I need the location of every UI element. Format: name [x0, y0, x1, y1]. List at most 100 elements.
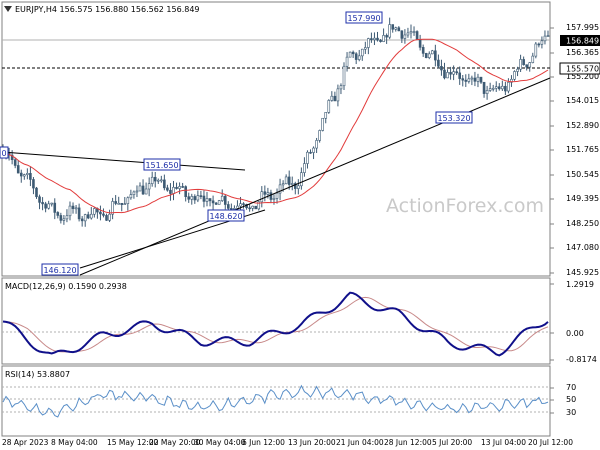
candle-body	[446, 72, 449, 79]
candle-body	[184, 186, 187, 197]
candle-body	[485, 90, 489, 94]
y-tick-label: 147.080	[566, 243, 599, 252]
candle-body	[53, 202, 57, 213]
candle-body	[379, 39, 382, 42]
macd-panel-label: MACD(12,26,9) 0.1590 0.2938	[5, 282, 127, 291]
candle-body	[367, 38, 370, 48]
candle-body	[227, 204, 230, 209]
candle-body	[129, 194, 133, 199]
candle-body	[327, 100, 331, 113]
y-tick-label: 156.365	[566, 48, 599, 57]
candle-body	[324, 112, 328, 119]
candle-body	[160, 179, 163, 182]
candle-body	[251, 205, 254, 209]
candle-body	[120, 202, 124, 205]
candle-body	[333, 95, 337, 102]
candle-body	[10, 154, 14, 161]
x-tick-label: 28 Apr 2023	[2, 438, 49, 447]
candle-body	[339, 85, 343, 90]
annotation-153320-label: 153.320	[437, 114, 470, 123]
candle-body	[360, 48, 364, 57]
x-tick-label: 20 Jul 12:00	[528, 438, 573, 447]
candle-body	[534, 43, 538, 57]
candle-body	[242, 203, 245, 205]
candle-body	[68, 205, 72, 217]
candle-body	[166, 187, 169, 191]
candle-body	[516, 68, 519, 72]
x-tick-label: 13 Jun 20:00	[288, 438, 336, 447]
candle-body	[543, 35, 547, 42]
candle-body	[504, 85, 507, 92]
macd-y-tick-label: -0.8174	[566, 355, 597, 364]
candle-body	[415, 31, 419, 40]
macd-panel-frame	[1, 277, 551, 365]
candle-body	[501, 85, 504, 90]
triangle-down-icon	[4, 6, 12, 12]
candle-body	[263, 191, 267, 195]
candle-body	[537, 43, 541, 46]
rsi-y-tick-label: 30	[566, 408, 576, 417]
y-tick-label: 154.015	[566, 96, 599, 105]
candle-body	[181, 186, 184, 188]
x-tick-label: 8 May 04:00	[51, 438, 98, 447]
candle-body	[409, 31, 413, 34]
candle-body	[357, 55, 361, 60]
candle-body	[373, 37, 376, 41]
candle-body	[370, 38, 373, 41]
candle-body	[102, 213, 105, 216]
left-edge-marker-label: 0	[1, 149, 6, 158]
annotation-148620: 148.620	[207, 209, 245, 222]
candle-body	[172, 186, 175, 194]
candle-body	[382, 35, 385, 42]
candle-body	[47, 203, 50, 209]
candle-body	[217, 200, 221, 205]
candle-body	[321, 117, 324, 131]
candle-body	[342, 65, 346, 87]
x-tick-label: 6 Jun 12:00	[242, 438, 285, 447]
main-panel-frame	[1, 1, 551, 277]
candle-body	[491, 87, 495, 90]
hline-price-label: 155.570	[566, 65, 599, 74]
candle-body	[318, 130, 321, 141]
candle-body	[336, 88, 340, 102]
candle-body	[434, 50, 437, 61]
macd-line	[2, 291, 549, 357]
candle-body	[147, 183, 151, 190]
candle-body	[205, 198, 209, 202]
candle-body	[199, 195, 203, 197]
candle-body	[546, 35, 550, 37]
candle-body	[114, 201, 117, 204]
candle-body	[80, 218, 84, 222]
candle-body	[364, 47, 367, 50]
candle-body	[494, 86, 498, 89]
candle-body	[117, 202, 120, 205]
candle-body	[418, 39, 422, 48]
candle-body	[293, 183, 297, 189]
candle-body	[29, 173, 32, 180]
candle-body	[175, 186, 178, 189]
candle-body	[278, 184, 282, 194]
candle-body	[32, 179, 35, 189]
candle-body	[65, 215, 69, 220]
candle-body	[482, 81, 486, 94]
candle-body	[13, 159, 17, 166]
lower-trend-line-1	[79, 77, 551, 276]
candle-body	[156, 179, 160, 182]
y-tick-label: 152.890	[566, 121, 599, 130]
last-price-box: 156.849	[560, 35, 600, 46]
candle-body	[99, 211, 102, 215]
candle-body	[223, 195, 227, 205]
y-tick-label: 145.925	[566, 268, 599, 277]
candle-body	[150, 176, 154, 184]
annotation-148620-label: 148.620	[209, 212, 242, 221]
candle-body	[455, 71, 458, 74]
candle-body	[449, 72, 452, 75]
candle-body	[153, 176, 157, 182]
candle-body	[196, 195, 200, 201]
candle-body	[513, 71, 516, 80]
annotation-153320: 153.320	[435, 111, 473, 124]
candle-body	[138, 185, 142, 192]
candle-body	[105, 215, 108, 221]
annotation-146120: 146.120	[41, 263, 79, 276]
candle-body	[540, 40, 544, 45]
